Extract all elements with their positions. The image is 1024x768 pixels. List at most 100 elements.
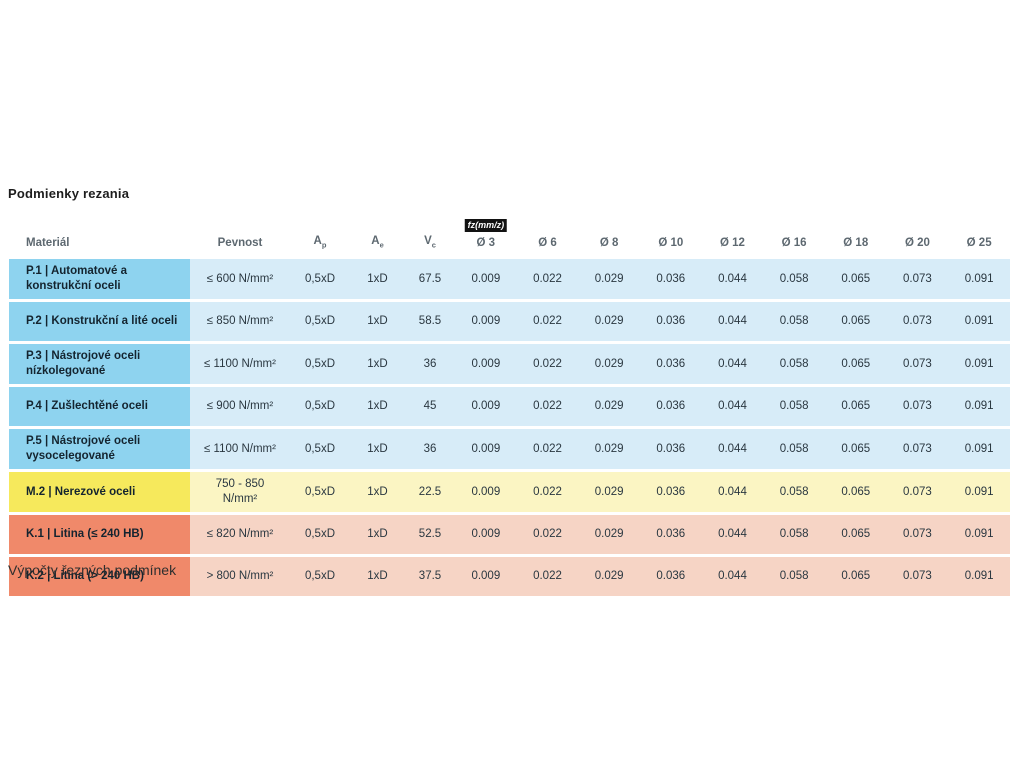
pevnost-cell: ≤ 600 N/mm²: [190, 259, 290, 299]
ap-cell: 0,5xD: [290, 344, 350, 384]
fz-cell: 0.036: [639, 259, 702, 299]
fz-cell: 0.029: [578, 387, 640, 426]
material-cell: P.5 | Nástrojové oceli vysocelegované: [9, 429, 190, 469]
vc-cell: 67.5: [405, 259, 455, 299]
page-title: Podmienky rezania: [8, 186, 130, 201]
table-header-row: Materiál Pevnost Ap Ae Vc fz(mm/z) Ø 3 Ø…: [9, 217, 1010, 256]
fz-cell: 0.058: [763, 515, 825, 554]
fz-cell: 0.022: [516, 387, 579, 426]
pevnost-cell: > 800 N/mm²: [190, 557, 290, 596]
column-header-d25: Ø 25: [948, 217, 1010, 256]
ae-label: A: [371, 234, 380, 247]
fz-cell: 0.009: [455, 302, 517, 341]
material-cell: P.1 | Automatové a konstrukční oceli: [9, 259, 190, 299]
fz-cell: 0.073: [886, 557, 949, 596]
column-header-d3: fz(mm/z) Ø 3: [455, 217, 517, 256]
cutting-conditions-table: Materiál Pevnost Ap Ae Vc fz(mm/z) Ø 3 Ø…: [9, 214, 1010, 599]
vc-cell: 58.5: [405, 302, 455, 341]
fz-cell: 0.022: [516, 472, 579, 512]
fz-cell: 0.073: [886, 515, 949, 554]
pevnost-cell: ≤ 900 N/mm²: [190, 387, 290, 426]
material-cell: K.1 | Litina (≤ 240 HB): [9, 515, 190, 554]
fz-cell: 0.036: [639, 429, 702, 469]
ae-cell: 1xD: [350, 429, 405, 469]
fz-cell: 0.036: [639, 302, 702, 341]
fz-cell: 0.065: [824, 344, 887, 384]
column-header-d8: Ø 8: [578, 217, 640, 256]
fz-cell: 0.036: [639, 344, 702, 384]
table-row-p2: P.2 | Konstrukční a lité oceli ≤ 850 N/m…: [9, 302, 1010, 341]
fz-cell: 0.022: [516, 259, 579, 299]
fz-cell: 0.073: [886, 429, 949, 469]
table-row-p3: P.3 | Nástrojové oceli nízkolegované ≤ 1…: [9, 344, 1010, 384]
ap-cell: 0,5xD: [290, 557, 350, 596]
fz-cell: 0.044: [701, 259, 764, 299]
table-row-k2: K.2 | Litina (> 240 HB) > 800 N/mm² 0,5x…: [9, 557, 1010, 596]
ae-cell: 1xD: [350, 344, 405, 384]
fz-cell: 0.091: [948, 387, 1010, 426]
ae-cell: 1xD: [350, 302, 405, 341]
fz-cell: 0.091: [948, 259, 1010, 299]
material-cell: P.4 | Zušlechtěné oceli: [9, 387, 190, 426]
column-header-pevnost: Pevnost: [190, 217, 290, 256]
ae-cell: 1xD: [350, 472, 405, 512]
fz-cell: 0.036: [639, 387, 702, 426]
vc-subscript: c: [431, 240, 436, 249]
ae-cell: 1xD: [350, 557, 405, 596]
fz-cell: 0.022: [516, 557, 579, 596]
fz-cell: 0.065: [824, 259, 887, 299]
fz-cell: 0.073: [886, 387, 949, 426]
section-title-calculations: Výpočty řezných podmínek: [8, 562, 177, 578]
vc-cell: 36: [405, 429, 455, 469]
fz-cell: 0.044: [701, 344, 764, 384]
material-cell: M.2 | Nerezové oceli: [9, 472, 190, 512]
ae-cell: 1xD: [350, 387, 405, 426]
column-header-d12: Ø 12: [701, 217, 764, 256]
vc-cell: 45: [405, 387, 455, 426]
fz-cell: 0.058: [763, 259, 825, 299]
table-row-p1: P.1 | Automatové a konstrukční oceli ≤ 6…: [9, 259, 1010, 299]
pevnost-cell: ≤ 850 N/mm²: [190, 302, 290, 341]
pevnost-cell: ≤ 820 N/mm²: [190, 515, 290, 554]
fz-cell: 0.058: [763, 557, 825, 596]
fz-cell: 0.022: [516, 344, 579, 384]
fz-cell: 0.065: [824, 302, 887, 341]
column-header-material: Materiál: [9, 217, 190, 256]
fz-cell: 0.029: [578, 302, 640, 341]
pevnost-cell: 750 - 850 N/mm²: [190, 472, 290, 512]
ae-cell: 1xD: [350, 259, 405, 299]
column-header-d10: Ø 10: [639, 217, 702, 256]
fz-cell: 0.029: [578, 344, 640, 384]
fz-cell: 0.091: [948, 429, 1010, 469]
ap-cell: 0,5xD: [290, 259, 350, 299]
vc-cell: 36: [405, 344, 455, 384]
column-header-d18: Ø 18: [824, 217, 887, 256]
fz-cell: 0.073: [886, 472, 949, 512]
ap-subscript: p: [321, 240, 327, 249]
fz-cell: 0.009: [455, 259, 517, 299]
fz-cell: 0.044: [701, 302, 764, 341]
fz-cell: 0.036: [639, 515, 702, 554]
pevnost-cell: ≤ 1100 N/mm²: [190, 429, 290, 469]
vc-cell: 22.5: [405, 472, 455, 512]
fz-cell: 0.036: [639, 472, 702, 512]
fz-cell: 0.022: [516, 429, 579, 469]
fz-cell: 0.058: [763, 302, 825, 341]
fz-cell: 0.029: [578, 472, 640, 512]
material-cell: K.2 | Litina (> 240 HB): [9, 557, 190, 596]
fz-cell: 0.029: [578, 557, 640, 596]
material-cell: P.2 | Konstrukční a lité oceli: [9, 302, 190, 341]
vc-cell: 52.5: [405, 515, 455, 554]
fz-cell: 0.073: [886, 302, 949, 341]
fz-cell: 0.009: [455, 387, 517, 426]
fz-cell: 0.065: [824, 472, 887, 512]
ae-cell: 1xD: [350, 515, 405, 554]
vc-cell: 37.5: [405, 557, 455, 596]
fz-cell: 0.036: [639, 557, 702, 596]
fz-unit-badge: fz(mm/z): [464, 219, 508, 232]
fz-cell: 0.022: [516, 302, 579, 341]
ap-cell: 0,5xD: [290, 387, 350, 426]
fz-cell: 0.009: [455, 344, 517, 384]
column-header-d6: Ø 6: [516, 217, 579, 256]
ap-cell: 0,5xD: [290, 515, 350, 554]
